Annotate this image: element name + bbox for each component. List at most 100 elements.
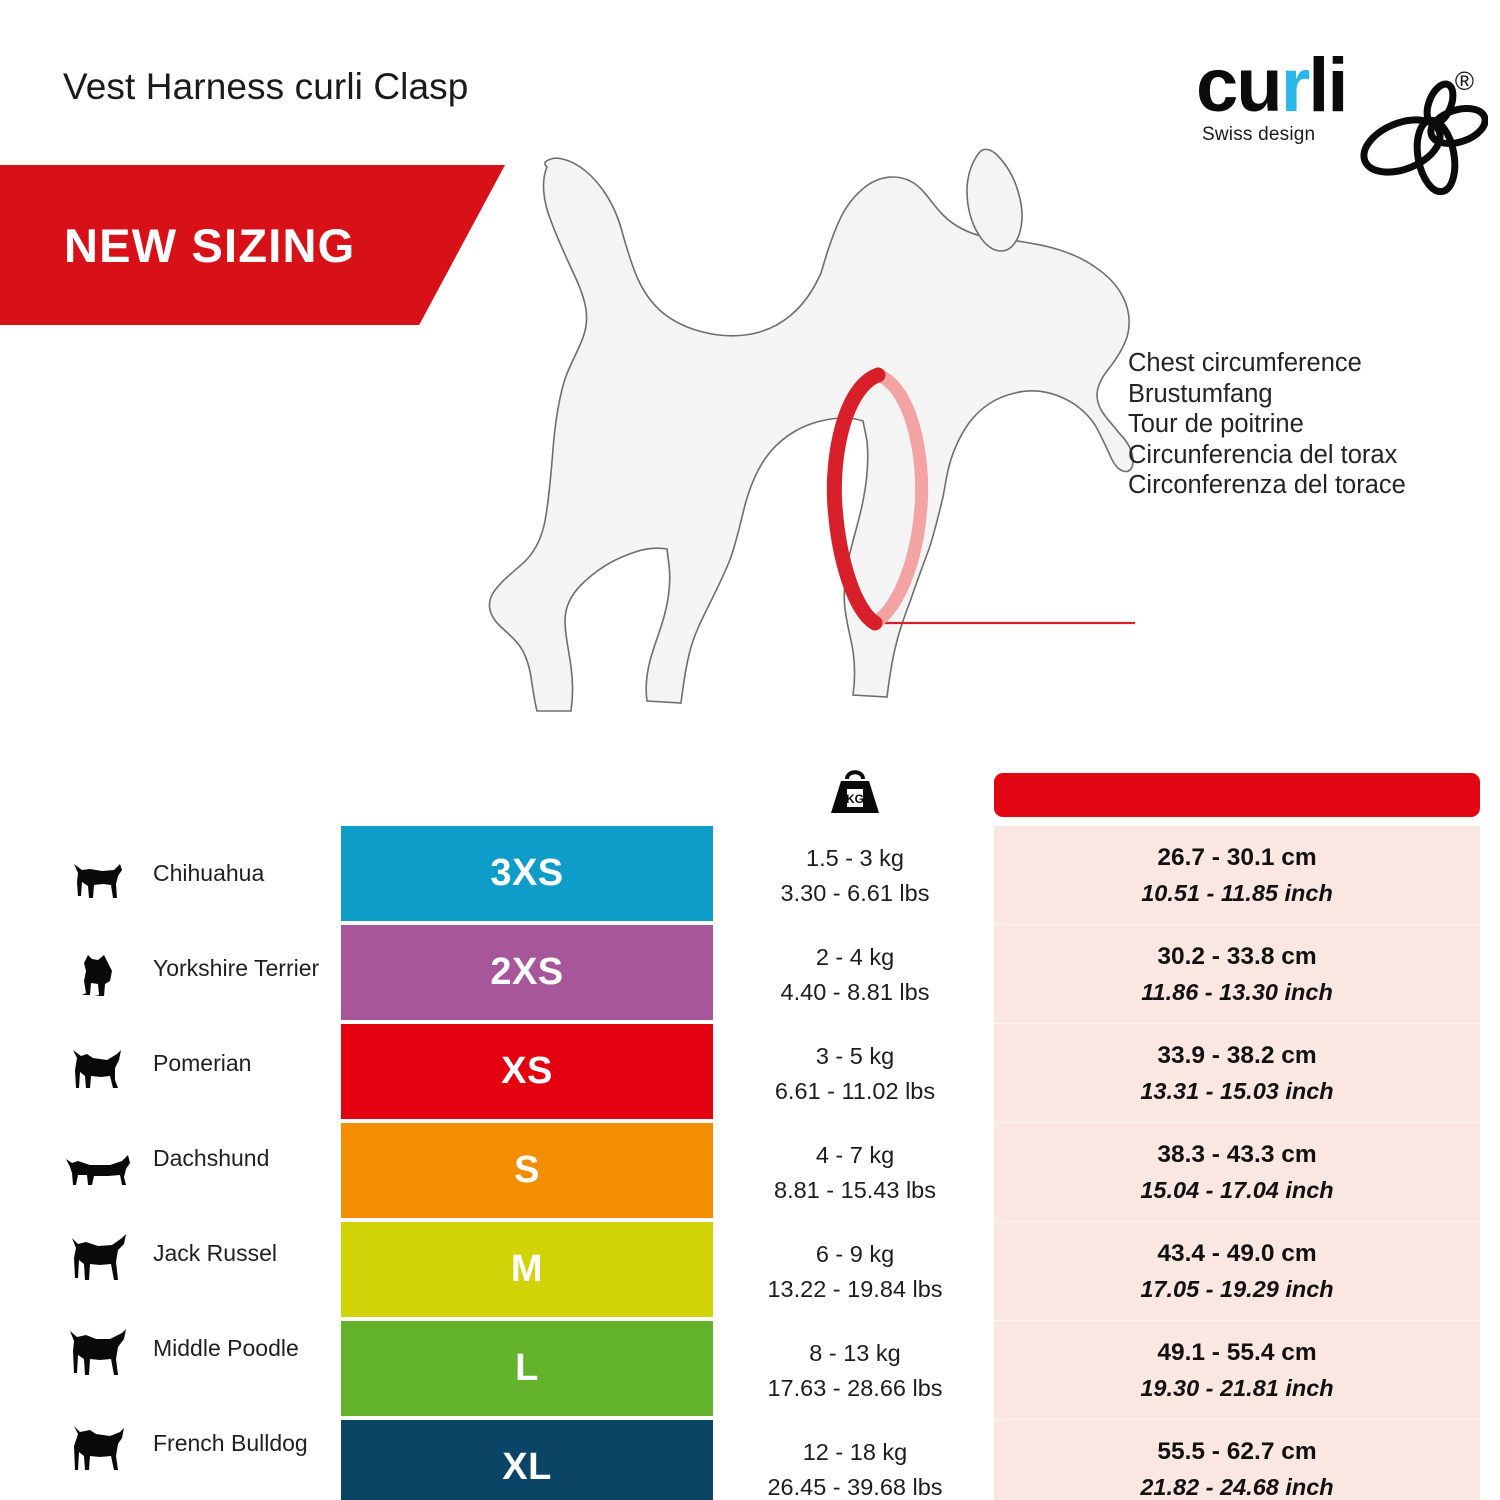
- chest-cell: 55.5 - 62.7 cm 21.82 - 24.68 inch: [994, 1420, 1480, 1500]
- size-label: 3XS: [490, 852, 564, 894]
- chest-inch: 17.05 - 19.29 inch: [1140, 1275, 1334, 1302]
- weight-kg: 12 - 18 kg: [802, 1438, 908, 1465]
- chest-label-es: Circunferencia del torax: [1128, 440, 1398, 469]
- size-label: M: [510, 1248, 544, 1290]
- table-row: Dachshund: [63, 1111, 333, 1206]
- chest-label-fr: Tour de poitrine: [1128, 410, 1304, 439]
- breed-name: Pomerian: [153, 1050, 252, 1076]
- chest-ring-back-half: [868, 368, 929, 630]
- dog-measurement-illustration: [488, 148, 1135, 712]
- chihuahua-silhouette-icon: [63, 846, 135, 902]
- chest-cell: 49.1 - 55.4 cm 19.30 - 21.81 inch: [994, 1321, 1480, 1420]
- breed-name: Chihuahua: [153, 860, 265, 886]
- size-label: XL: [502, 1446, 552, 1488]
- dog-silhouette-outline: [488, 157, 1134, 712]
- breed-name: Jack Russel: [153, 1240, 277, 1266]
- weight-cell: 6 - 9 kg 13.22 - 19.84 lbs: [720, 1222, 990, 1321]
- breed-column: Chihuahua Yorkshire Terrier Pomerian Dac…: [63, 826, 333, 1491]
- size-label: L: [515, 1347, 539, 1389]
- logo-flourish-icon: [1360, 80, 1488, 196]
- chest-inch: 10.51 - 11.85 inch: [1141, 879, 1333, 906]
- size-label: XS: [501, 1050, 553, 1092]
- middle-poodle-silhouette-icon: [63, 1321, 135, 1377]
- weight-lbs: 13.22 - 19.84 lbs: [767, 1275, 943, 1302]
- chest-cm: 33.9 - 38.2 cm: [1157, 1041, 1317, 1069]
- weight-kg: 6 - 9 kg: [815, 1240, 895, 1267]
- size-bar-2xs[interactable]: 2XS: [341, 925, 713, 1020]
- chest-ring-front-half: [826, 367, 886, 631]
- kg-weight-icon: KG: [720, 760, 990, 826]
- table-row: Jack Russel: [63, 1206, 333, 1301]
- size-label: 2XS: [490, 951, 564, 993]
- chest-measurement-column: 26.7 - 30.1 cm 10.51 - 11.85 inch 30.2 -…: [994, 760, 1480, 1500]
- size-bar-m[interactable]: M: [341, 1222, 713, 1317]
- weight-cell: 8 - 13 kg 17.63 - 28.66 lbs: [720, 1321, 990, 1420]
- size-bar-l[interactable]: L: [341, 1321, 713, 1416]
- chest-cm: 43.4 - 49.0 cm: [1157, 1239, 1317, 1267]
- jack-russel-silhouette-icon: [63, 1226, 135, 1282]
- chest-cm: 30.2 - 33.8 cm: [1157, 942, 1317, 970]
- weight-kg: 2 - 4 kg: [815, 943, 895, 970]
- logo-text-r-cyan: r: [1280, 43, 1311, 128]
- breed-name: Dachshund: [153, 1145, 270, 1171]
- logo-wordmark: curli: [1196, 48, 1349, 124]
- chest-cell: 38.3 - 43.3 cm 15.04 - 17.04 inch: [994, 1123, 1480, 1222]
- registered-trademark-icon: ®: [1454, 66, 1474, 96]
- weight-cell: 3 - 5 kg 6.61 - 11.02 lbs: [720, 1024, 990, 1123]
- logo-text-li: li: [1308, 43, 1348, 128]
- size-table: Chihuahua Yorkshire Terrier Pomerian Dac…: [0, 760, 1500, 1500]
- new-sizing-banner: NEW SIZING: [0, 165, 505, 325]
- weight-lbs: 17.63 - 28.66 lbs: [767, 1374, 943, 1401]
- yorkshire-terrier-silhouette-icon: [63, 941, 135, 997]
- breed-name: French Bulldog: [153, 1430, 308, 1456]
- logo-tagline: Swiss design: [1202, 124, 1316, 145]
- weight-lbs: 6.61 - 11.02 lbs: [774, 1077, 936, 1104]
- chest-cm: 26.7 - 30.1 cm: [1157, 843, 1317, 871]
- chest-inch: 15.04 - 17.04 inch: [1140, 1176, 1334, 1203]
- weight-kg: 3 - 5 kg: [815, 1042, 895, 1069]
- weight-cell: 4 - 7 kg 8.81 - 15.43 lbs: [720, 1123, 990, 1222]
- chest-cell: 30.2 - 33.8 cm 11.86 - 13.30 inch: [994, 925, 1480, 1024]
- table-row: Chihuahua: [63, 826, 333, 921]
- weight-kg: 4 - 7 kg: [815, 1141, 895, 1168]
- size-bars-column: 3XS 2XS XS S M L XL: [341, 826, 713, 1500]
- chest-label-de: Brustumfang: [1128, 379, 1273, 408]
- french-bulldog-silhouette-icon: [63, 1416, 135, 1472]
- chest-column-header-bar: [994, 773, 1480, 817]
- new-sizing-label: NEW SIZING: [64, 218, 356, 272]
- chest-inch: 13.31 - 15.03 inch: [1140, 1077, 1334, 1104]
- chest-label-it: Circonferenza del torace: [1128, 471, 1406, 500]
- chest-cm: 49.1 - 55.4 cm: [1157, 1338, 1317, 1366]
- weight-lbs: 8.81 - 15.43 lbs: [774, 1176, 936, 1203]
- chest-inch: 19.30 - 21.81 inch: [1140, 1374, 1334, 1401]
- chest-circumference-labels: Chest circumference Brustumfang Tour de …: [1128, 348, 1406, 501]
- size-bar-s[interactable]: S: [341, 1123, 713, 1218]
- chest-cm: 55.5 - 62.7 cm: [1157, 1438, 1317, 1465]
- table-row: French Bulldog: [63, 1396, 333, 1491]
- size-bar-xs[interactable]: XS: [341, 1024, 713, 1119]
- chest-label-en: Chest circumference: [1128, 349, 1362, 377]
- table-row: Pomerian: [63, 1016, 333, 1111]
- weight-kg: 8 - 13 kg: [809, 1339, 901, 1366]
- size-bar-3xs[interactable]: 3XS: [341, 826, 713, 921]
- weight-cell: 12 - 18 kg 26.45 - 39.68 lbs: [720, 1420, 990, 1500]
- weight-cell: 2 - 4 kg 4.40 - 8.81 lbs: [720, 925, 990, 1024]
- breed-name: Middle Poodle: [153, 1335, 299, 1361]
- weight-column: KG 1.5 - 3 kg 3.30 - 6.61 lbs 2 - 4 kg 4…: [720, 760, 990, 1500]
- weight-lbs: 3.30 - 6.61 lbs: [780, 879, 930, 906]
- curli-logo: curli Swiss design ®: [1190, 40, 1488, 205]
- chest-cell: 26.7 - 30.1 cm 10.51 - 11.85 inch: [994, 826, 1480, 925]
- breed-name: Yorkshire Terrier: [153, 955, 320, 981]
- chest-inch: 11.86 - 13.30 inch: [1141, 978, 1333, 1005]
- size-label: S: [514, 1149, 540, 1191]
- pomeranian-silhouette-icon: [63, 1036, 135, 1092]
- svg-text:KG: KG: [846, 792, 864, 806]
- weight-kg: 1.5 - 3 kg: [806, 844, 904, 871]
- table-row: Middle Poodle: [63, 1301, 333, 1396]
- page-title: Vest Harness curli Clasp: [63, 66, 469, 107]
- logo-text-cu: cu: [1196, 43, 1283, 128]
- chest-cell: 33.9 - 38.2 cm 13.31 - 15.03 inch: [994, 1024, 1480, 1123]
- size-bar-xl[interactable]: XL: [341, 1420, 713, 1500]
- dachshund-silhouette-icon: [63, 1131, 135, 1187]
